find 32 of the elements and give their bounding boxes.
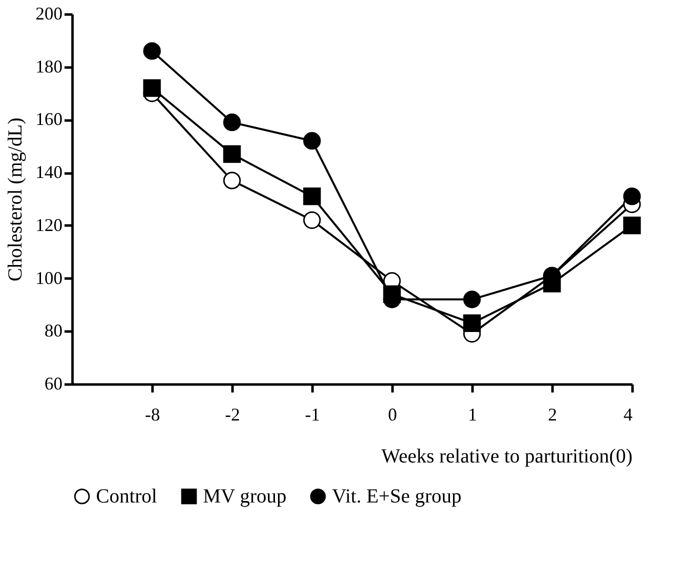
x-tick-label: 1 xyxy=(468,404,477,424)
point xyxy=(223,145,241,163)
y-tick-label: 120 xyxy=(36,214,62,235)
point xyxy=(223,172,241,190)
point xyxy=(303,188,321,206)
y-tick-label: 140 xyxy=(36,162,62,182)
y-tick-label: 200 xyxy=(36,4,62,24)
x-tick-label: -8 xyxy=(145,404,160,424)
point xyxy=(303,132,321,150)
y-tick-label: 80 xyxy=(44,320,62,341)
legend-label: Vit. E+Se group xyxy=(332,485,462,508)
x-tick-label: 4 xyxy=(624,404,632,424)
x-tick-label: 0 xyxy=(388,404,397,424)
x-axis-title: Weeks relative to parturition(0) xyxy=(381,446,632,468)
point xyxy=(143,79,161,97)
legend-label: Control xyxy=(96,485,158,508)
y-axis-title: Cholesterol (mg/dL) xyxy=(4,118,26,282)
point xyxy=(623,216,641,234)
x-tick-label: 2 xyxy=(548,404,557,424)
point xyxy=(303,211,321,229)
y-tick-label: 60 xyxy=(44,374,62,394)
point xyxy=(143,42,161,60)
point xyxy=(463,314,481,332)
x-tick-label: -1 xyxy=(305,404,320,424)
x-tick-label: -2 xyxy=(225,404,240,424)
y-tick-label: 160 xyxy=(36,109,62,130)
point xyxy=(463,290,481,308)
y-tick-label: 180 xyxy=(36,56,62,76)
y-tick-label: 100 xyxy=(36,268,62,288)
point xyxy=(223,114,241,132)
legend-label: MV group xyxy=(203,485,287,508)
point xyxy=(623,188,641,206)
